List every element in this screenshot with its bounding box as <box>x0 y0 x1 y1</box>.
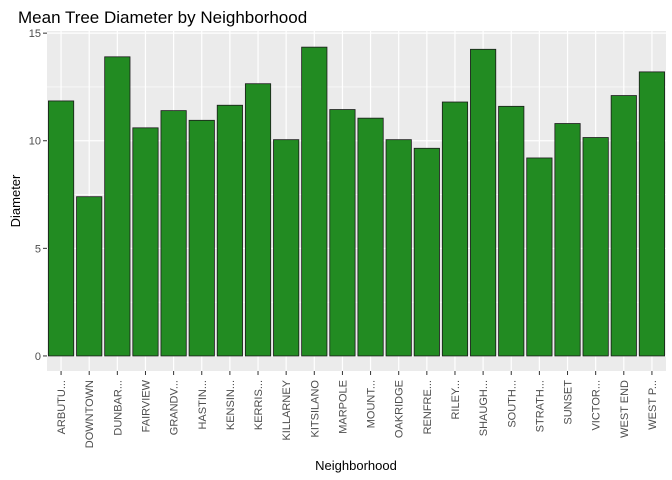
bar <box>526 157 553 357</box>
x-tick-label: DUNBAR... <box>112 380 124 436</box>
bar <box>554 123 581 357</box>
x-tick-label: WEST P... <box>647 380 659 430</box>
bar <box>273 139 300 357</box>
y-axis: 0 5 10 15 <box>29 28 47 363</box>
bar <box>160 110 187 357</box>
x-tick-label: KENSIN... <box>225 380 237 430</box>
bar <box>76 196 103 357</box>
y-tick-label: 15 <box>29 28 41 40</box>
bar <box>329 109 356 357</box>
y-tick-label: 5 <box>35 243 41 255</box>
x-axis-title: Neighborhood <box>315 458 397 473</box>
bars <box>48 46 665 357</box>
x-tick-label: WEST END <box>619 380 631 438</box>
bar <box>48 100 75 357</box>
x-tick-label: SUNSET <box>563 380 575 425</box>
x-tick-label: FAIRVIEW <box>140 379 152 432</box>
x-tick-label: MOUNT... <box>366 380 378 428</box>
bar <box>188 119 215 357</box>
bar <box>498 105 525 357</box>
x-tick-label: RILEY... <box>450 380 462 420</box>
x-tick-label: DOWNTOWN <box>84 380 96 448</box>
x-tick-label: HASTIN... <box>197 380 209 430</box>
bar <box>441 101 469 357</box>
chart-title: Mean Tree Diameter by Neighborhood <box>18 8 307 27</box>
x-tick-label: SOUTH... <box>506 380 518 428</box>
x-tick-label: MARPOLE <box>337 380 349 434</box>
x-tick-label: GRANDV... <box>169 380 181 435</box>
x-axis: ARBUTU... DOWNTOWN DUNBAR... FAIRVIEW GRANDV… <box>56 371 659 448</box>
bar <box>357 117 384 357</box>
bar <box>301 46 328 357</box>
bar <box>638 71 665 357</box>
x-tick-label: KITSILANO <box>309 380 321 438</box>
bar <box>104 56 131 357</box>
x-tick-label: STRATH... <box>534 380 546 432</box>
bar <box>216 104 243 357</box>
y-axis-title: Diameter <box>8 174 23 227</box>
x-tick-label: KERRIS... <box>253 380 265 430</box>
bar <box>132 127 159 357</box>
bar <box>244 83 272 357</box>
y-tick-label: 0 <box>35 351 41 363</box>
x-tick-label: SHAUGH... <box>478 380 490 436</box>
bar <box>582 137 609 357</box>
bar <box>470 48 497 357</box>
x-tick-label: OAKRIDGE <box>394 380 406 438</box>
x-tick-label: RENFRE... <box>422 380 434 434</box>
bar <box>385 139 412 357</box>
x-tick-label: ARBUTU... <box>56 380 68 434</box>
bar <box>413 147 440 357</box>
x-tick-label: VICTOR... <box>591 380 603 431</box>
bar <box>610 95 637 357</box>
x-tick-label: KILLARNEY <box>281 379 293 440</box>
y-tick-label: 10 <box>29 136 41 148</box>
